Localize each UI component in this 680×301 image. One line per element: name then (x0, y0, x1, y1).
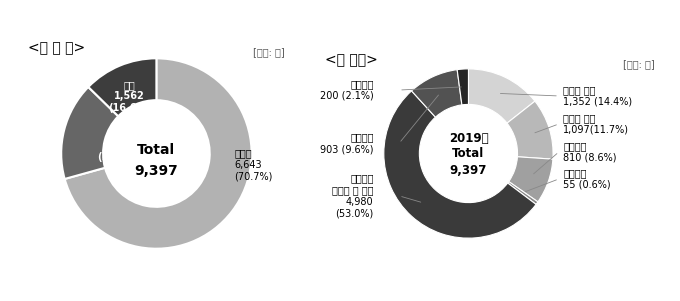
Wedge shape (61, 87, 118, 179)
Text: 과학연구
903 (9.6%): 과학연구 903 (9.6%) (320, 132, 374, 154)
Text: 지상장비
810 (8.6%): 지상장비 810 (8.6%) (563, 141, 617, 163)
Wedge shape (507, 101, 553, 159)
Wedge shape (411, 70, 462, 117)
Text: [단위: 명]: [단위: 명] (253, 47, 285, 57)
Text: Total: Total (452, 147, 485, 160)
Wedge shape (65, 58, 252, 249)
Text: 우주보험
55 (0.6%): 우주보험 55 (0.6%) (563, 168, 611, 190)
Wedge shape (508, 182, 538, 204)
Text: 연구기관
1,192
(12.7%): 연구기관 1,192 (12.7%) (97, 129, 139, 163)
Text: 기업체
6,643
(70.7%): 기업체 6,643 (70.7%) (235, 148, 273, 182)
Text: 위성체 제작
1,352 (14.4%): 위성체 제작 1,352 (14.4%) (563, 85, 632, 107)
Wedge shape (469, 69, 535, 123)
Text: [단위: 명]: [단위: 명] (623, 59, 655, 69)
Text: 9,397: 9,397 (135, 164, 178, 178)
Text: <기 관 별>: <기 관 별> (28, 41, 85, 55)
Text: 우주탐사
200 (2.1%): 우주탐사 200 (2.1%) (320, 79, 374, 101)
Text: 발사체 제작
1,097(11.7%): 발사체 제작 1,097(11.7%) (563, 113, 629, 135)
Wedge shape (509, 157, 553, 202)
Wedge shape (88, 58, 156, 116)
Text: Total: Total (137, 143, 175, 157)
Text: 9,397: 9,397 (449, 164, 487, 177)
Text: 2019년: 2019년 (449, 132, 488, 145)
Wedge shape (384, 91, 536, 238)
Text: 위성활용
서비스 및 장비
4,980
(53.0%): 위성활용 서비스 및 장비 4,980 (53.0%) (332, 173, 374, 218)
Text: 대학
1,562
(16.6%): 대학 1,562 (16.6%) (108, 80, 151, 113)
Wedge shape (457, 69, 469, 105)
Text: <분 야별>: <분 야별> (324, 54, 377, 68)
